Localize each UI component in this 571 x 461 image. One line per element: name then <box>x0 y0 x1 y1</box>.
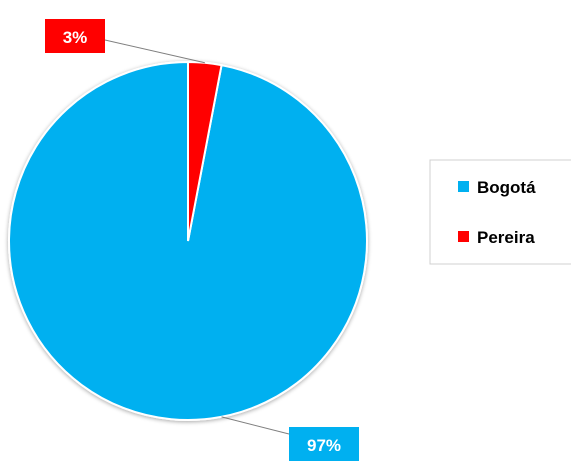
leader-line-bogota <box>221 416 290 435</box>
leader-lines <box>104 39 290 435</box>
pie-slices <box>8 60 368 421</box>
legend-swatch-pereira <box>458 231 469 242</box>
data-label-pereira: 3% <box>45 19 105 53</box>
legend-label-bogota: Bogotá <box>477 178 536 197</box>
data-label-pereira-text: 3% <box>63 28 88 47</box>
legend-entry-pereira: Pereira <box>458 228 535 247</box>
leader-line-pereira <box>104 39 205 64</box>
legend-entry-bogota: Bogotá <box>458 178 536 197</box>
legend: Bogotá Pereira <box>429 159 571 265</box>
legend-label-pereira: Pereira <box>477 228 535 247</box>
data-label-bogota-text: 97% <box>307 436 341 455</box>
data-label-bogota-box <box>289 427 359 461</box>
pie-slice-bogota <box>8 60 368 421</box>
data-label-bogota: 97% <box>289 427 359 461</box>
legend-box <box>429 159 571 265</box>
data-label-pereira-box <box>45 19 105 53</box>
legend-swatch-bogota <box>458 181 469 192</box>
